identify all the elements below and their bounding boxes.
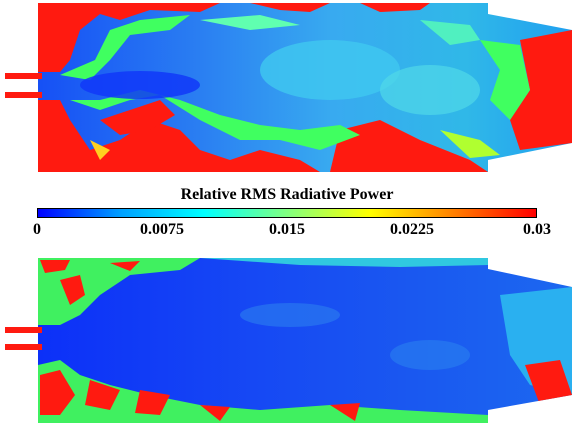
colorbar [37,208,537,218]
colorbar-tick-label: 0.03 [523,221,551,238]
colorbar-tick-label: 0.0075 [140,221,184,238]
colorbar-title: Relative RMS Radiative Power [180,186,394,203]
top-field-image [5,3,572,172]
bottom-domain [38,258,572,423]
colorbar-tick-label: 0.0225 [390,221,434,238]
bottom-contour-field [0,255,574,427]
top-inlet-pipe-lower [5,92,42,98]
bottom-inlet-pipe-lower [5,344,42,350]
bottom-field-image [5,258,572,423]
bottom-inlet-pipe-upper [5,327,42,333]
top-inlet-pipe-upper [5,73,42,79]
colorbar-tick-label: 0.015 [269,221,305,238]
colorbar-tick-label: 0 [33,221,41,238]
top-contour-field [0,0,574,176]
